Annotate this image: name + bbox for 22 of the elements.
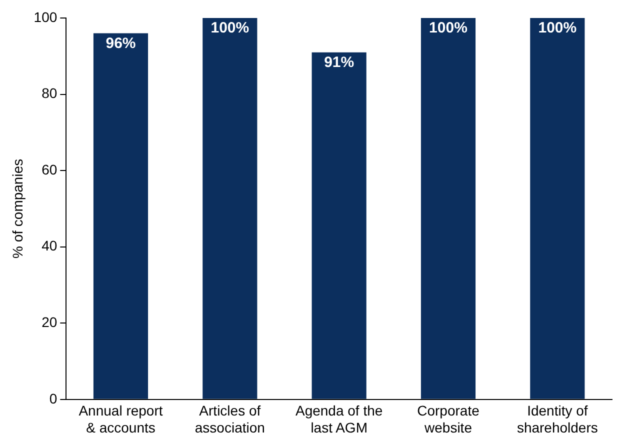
x-tick-label: Agenda of the last AGM xyxy=(295,402,383,436)
y-axis-title: % of companies xyxy=(9,158,26,259)
data-label: 100% xyxy=(210,20,250,37)
bar xyxy=(202,18,258,399)
y-tick-label: 0 xyxy=(49,390,58,406)
data-label: 96% xyxy=(106,34,136,52)
bar xyxy=(93,33,148,399)
data-label: 100% xyxy=(429,20,468,37)
y-tick-label: 60 xyxy=(42,161,58,178)
y-tick-label: 100 xyxy=(34,8,58,25)
x-tick-label: Articles of association xyxy=(194,402,265,436)
x-tick-label: Corporate website xyxy=(417,402,480,436)
y-tick-label: 20 xyxy=(42,314,58,330)
bar xyxy=(530,18,585,399)
data-label: 100% xyxy=(538,20,577,37)
x-tick-label: Identity of shareholders xyxy=(516,402,598,436)
y-tick-label: 80 xyxy=(42,85,58,102)
bar xyxy=(312,52,366,399)
y-tick-label: 40 xyxy=(42,238,58,254)
data-label: 91% xyxy=(324,54,354,71)
x-tick-label: Annual report & accounts xyxy=(78,402,163,436)
bar xyxy=(420,18,476,399)
